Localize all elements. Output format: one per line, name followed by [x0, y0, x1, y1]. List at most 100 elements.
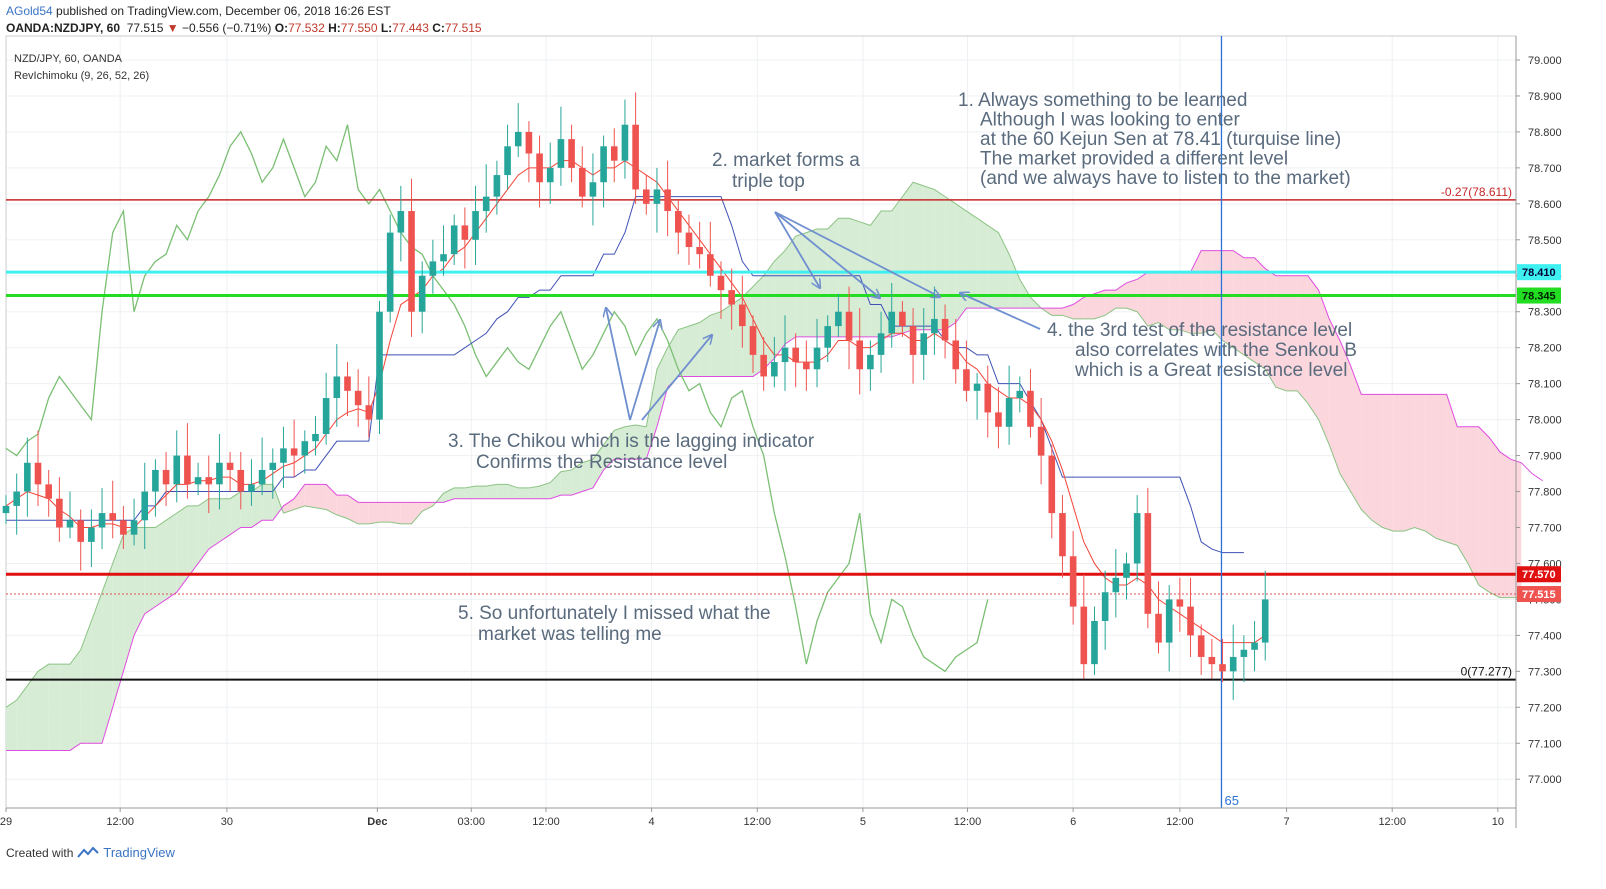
cloud-segment [1158, 272, 1170, 330]
candle-body [504, 146, 511, 176]
candle-body [568, 139, 575, 168]
price-tick-label: 77.900 [1528, 451, 1562, 463]
candle-body [856, 340, 864, 370]
cloud-segment [400, 502, 412, 524]
cloud-segment [1435, 394, 1447, 542]
candle-body [56, 498, 63, 528]
cloud-segment [70, 649, 81, 751]
cloud-segment [38, 664, 49, 751]
cloud-segment [902, 182, 914, 334]
price-badge [1517, 566, 1561, 583]
candle-body [685, 232, 693, 247]
candle-body [728, 290, 735, 305]
candle-body [1005, 398, 1013, 427]
cloud-segment [1489, 437, 1500, 598]
candle-body [888, 311, 896, 334]
price-axis[interactable]: 77.00077.10077.20077.30077.40077.50077.6… [1515, 36, 1562, 828]
candle-body [1059, 513, 1066, 557]
candle-body [546, 167, 554, 183]
price-tick-label: 78.000 [1528, 415, 1562, 427]
low-label: L: [380, 21, 393, 35]
cloud-segment [1094, 290, 1106, 319]
high-label: H: [328, 21, 341, 35]
cloud-segment [891, 196, 903, 337]
candle-body [333, 376, 341, 399]
cloud-segment [1169, 272, 1180, 330]
cloud-segment [1467, 426, 1479, 586]
price-badge-label: 78.410 [1522, 267, 1556, 279]
symbol-header: OANDA:NZDJPY, 60 77.515 ▼ −0.556 (−0.71%… [6, 21, 482, 35]
cloud-segment [1457, 426, 1468, 564]
cloud-segment [91, 592, 103, 744]
cloud-segment [443, 487, 455, 503]
cloud-segment [240, 491, 252, 528]
candlesticks [2, 92, 1269, 701]
candle-body [781, 347, 789, 363]
cloud-segment [560, 469, 572, 496]
candle-body [952, 340, 960, 370]
time-axis[interactable]: 29 12:00 30 Dec 03:00 12:00 4 12:00 5 12:00 6 12:00… [0, 807, 1516, 828]
cloud-segment [785, 236, 796, 345]
note-5-line: market was telling me [478, 624, 662, 645]
annotation-arrow [606, 308, 631, 421]
candle-body [482, 196, 490, 212]
candle-body [1133, 513, 1141, 564]
tradingview-brand[interactable]: TradingView [103, 845, 175, 860]
cloud-segment [134, 527, 145, 636]
cloud-segment [464, 486, 476, 499]
candle-body [397, 211, 405, 233]
annotation-arrow [774, 211, 880, 298]
price-tick-label: 77.700 [1528, 522, 1562, 534]
candle-body [824, 326, 832, 348]
cloud-segment [1382, 394, 1394, 532]
cloud-segment [294, 484, 305, 510]
candle-body [1261, 599, 1269, 643]
price-lines: 65 -0.27(78.611) 0(77.277) [6, 36, 1516, 808]
candle-body [66, 520, 74, 528]
time-tick-label: 30 [221, 816, 233, 828]
price-badge-label: 77.570 [1522, 569, 1556, 581]
cloud-segment [934, 189, 946, 330]
cloud-segment [1307, 275, 1319, 420]
note-5-line: 5. So unfortunately I missed what the [458, 603, 771, 624]
time-tick-label: 6 [1070, 816, 1076, 828]
note-3-line: 3. The Chikou which is the lagging indic… [448, 431, 815, 452]
candle-body [1251, 642, 1258, 650]
candle-body [707, 254, 714, 276]
candle-body [301, 441, 309, 456]
candle-body [920, 333, 928, 355]
cloud-segment [1051, 308, 1063, 316]
cloud-segment [1243, 257, 1255, 363]
candle-body [973, 383, 981, 391]
candle-body [322, 398, 330, 434]
cloud-segment [59, 664, 71, 751]
candle-body [1027, 390, 1034, 427]
candle-body [354, 390, 362, 406]
candle-body [418, 275, 426, 312]
candle-body [376, 311, 383, 420]
cloud-segment [166, 513, 177, 600]
note-4-line: which is a Great resistance level [1074, 360, 1347, 381]
candle-body [162, 469, 170, 485]
cloud-segment [1361, 394, 1372, 521]
candle-body [152, 469, 159, 492]
candle-body [1197, 635, 1205, 657]
cloud-segment [304, 484, 316, 508]
cloud-segment [870, 211, 882, 337]
candle-body [610, 146, 618, 161]
candle-body [749, 326, 757, 355]
author-link[interactable]: AGold54 [6, 4, 53, 18]
cloud-segment [827, 218, 839, 337]
chikou-line [5, 124, 989, 673]
cloud-segment [368, 502, 380, 524]
candle-body [1144, 513, 1152, 614]
candle-body [173, 455, 181, 485]
annotation-arrow [641, 335, 712, 421]
cloud-segment [955, 203, 967, 323]
candle-body [194, 477, 202, 485]
price-tick-label: 78.200 [1528, 343, 1562, 355]
cloud-segment [710, 311, 721, 377]
cloud-segment [987, 225, 999, 309]
cloud-segment [390, 502, 401, 524]
